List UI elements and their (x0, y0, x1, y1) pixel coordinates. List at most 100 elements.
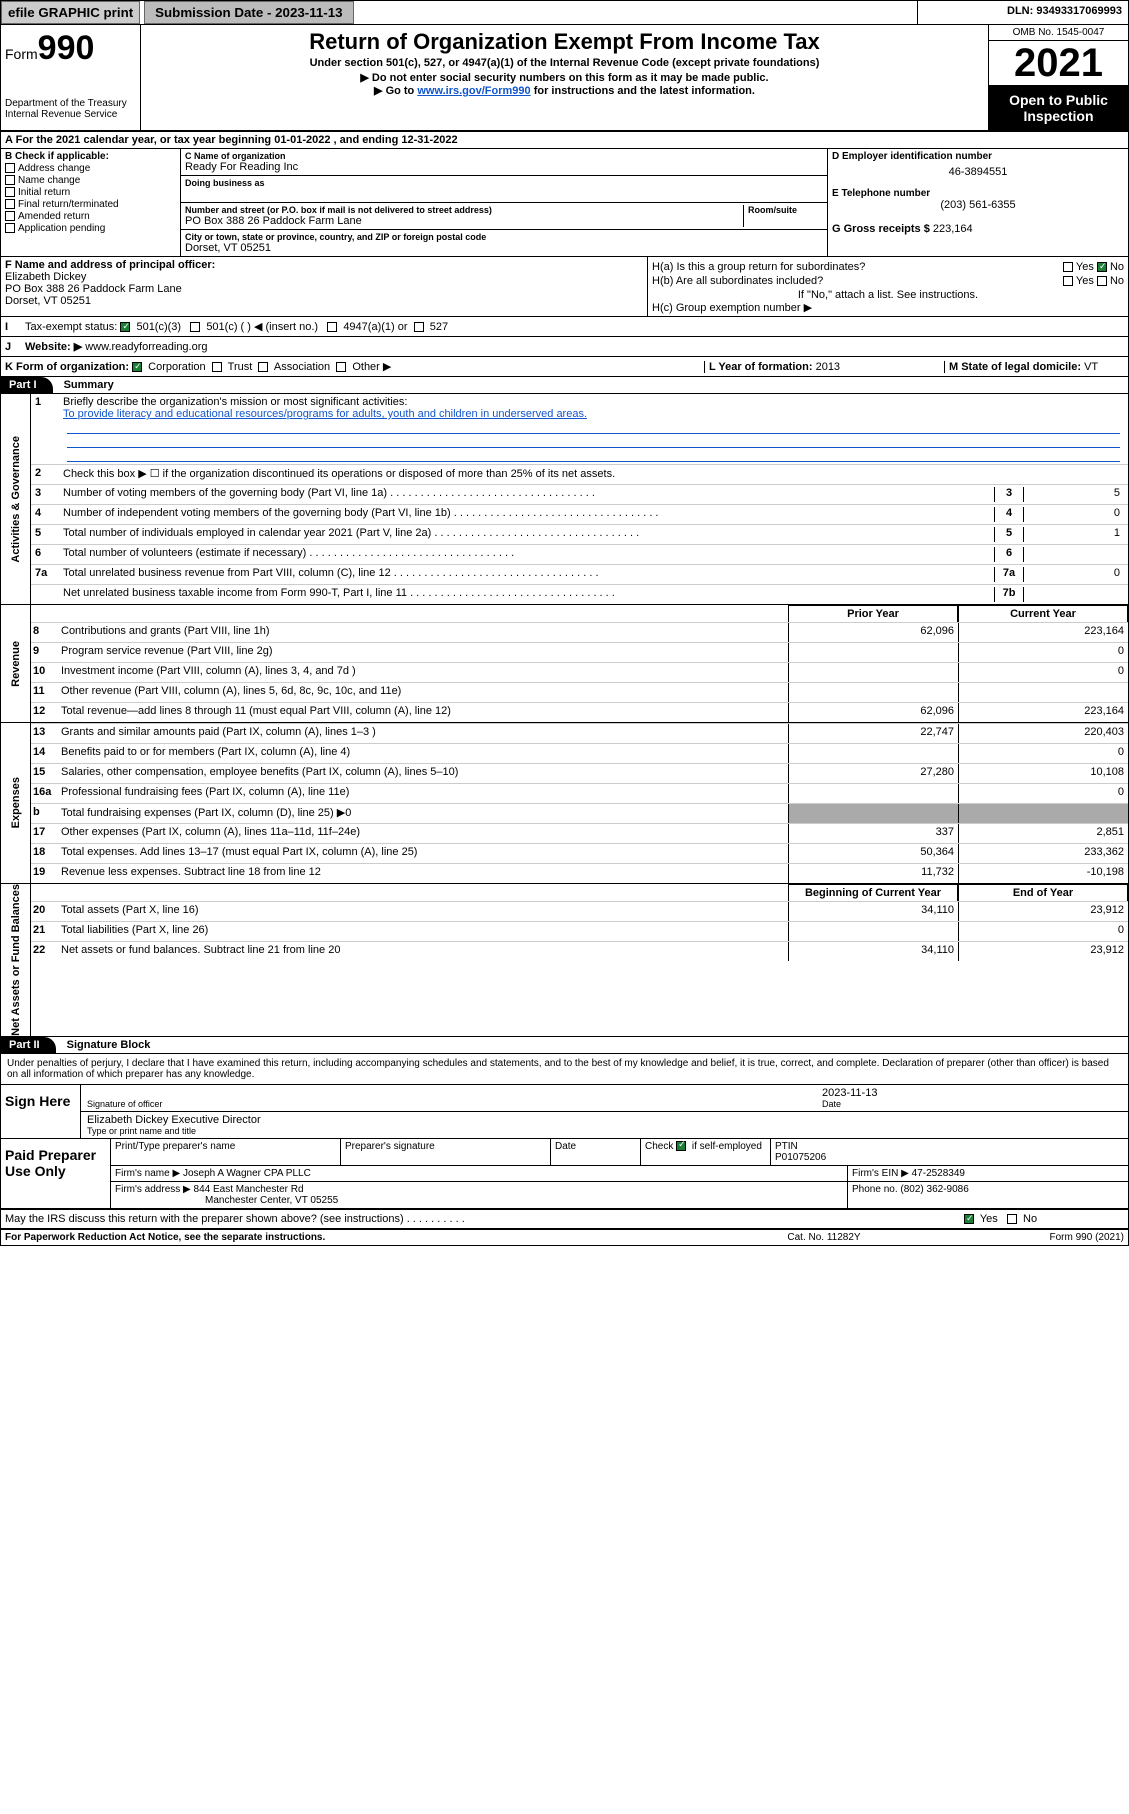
revenue-line: 9Program service revenue (Part VIII, lin… (31, 642, 1128, 662)
ptin: P01075206 (775, 1152, 826, 1163)
expense-line: 13Grants and similar amounts paid (Part … (31, 723, 1128, 743)
check-initial-return[interactable]: Initial return (5, 187, 176, 198)
prep-date-hdr: Date (551, 1139, 641, 1165)
org-name: Ready For Reading Inc (185, 161, 823, 173)
check-501c[interactable] (190, 322, 200, 332)
hb-no[interactable] (1097, 276, 1107, 286)
ha-label: H(a) Is this a group return for subordin… (652, 261, 865, 273)
netassets-line: 20Total assets (Part X, line 16)34,11023… (31, 901, 1128, 921)
sig-date-label: Date (822, 1099, 1122, 1109)
expense-line: 15Salaries, other compensation, employee… (31, 763, 1128, 783)
officer-sig-name: Elizabeth Dickey Executive Director (87, 1114, 1122, 1126)
check-corp[interactable] (132, 362, 142, 372)
hb-label: H(b) Are all subordinates included? (652, 275, 823, 287)
footer: For Paperwork Reduction Act Notice, see … (1, 1230, 1128, 1245)
firm-name: Joseph A Wagner CPA PLLC (183, 1168, 311, 1179)
subtitle-2: ▶ Do not enter social security numbers o… (145, 71, 984, 84)
check-527[interactable] (414, 322, 424, 332)
part-i-title: Summary (56, 377, 122, 393)
check-assoc[interactable] (258, 362, 268, 372)
tax-exempt-status: Tax-exempt status: 501(c)(3) 501(c) ( ) … (25, 320, 1124, 333)
ha-no[interactable] (1097, 262, 1107, 272)
officer-name: Elizabeth Dickey (5, 271, 86, 283)
officer-addr2: Dorset, VT 05251 (5, 295, 91, 307)
expense-line: 19Revenue less expenses. Subtract line 1… (31, 863, 1128, 883)
subtitle-3: ▶ Go to www.irs.gov/Form990 for instruct… (145, 84, 984, 97)
ein: 46-3894551 (832, 162, 1124, 182)
ha-yes[interactable] (1063, 262, 1073, 272)
ein-label: D Employer identification number (832, 151, 1124, 162)
subtitle-1: Under section 501(c), 527, or 4947(a)(1)… (145, 57, 984, 69)
line-k: K Form of organization: Corporation Trus… (5, 360, 704, 373)
officer-addr1: PO Box 388 26 Paddock Farm Lane (5, 283, 182, 295)
vtab-governance: Activities & Governance (1, 394, 31, 604)
expense-line: bTotal fundraising expenses (Part IX, co… (31, 803, 1128, 823)
sig-date: 2023-11-13 (822, 1087, 1122, 1099)
open-public: Open to Public Inspection (989, 86, 1128, 130)
form-title: Return of Organization Exempt From Incom… (145, 29, 984, 55)
expense-line: 14Benefits paid to or for members (Part … (31, 743, 1128, 763)
efile-print-button[interactable]: efile GRAPHIC print (1, 1, 140, 24)
vtab-expenses: Expenses (1, 723, 31, 883)
check-final-return[interactable]: Final return/terminated (5, 199, 176, 210)
phone: (203) 561-6355 (832, 199, 1124, 211)
discuss-yes[interactable] (964, 1214, 974, 1224)
prep-sig-hdr: Preparer's signature (341, 1139, 551, 1165)
check-self-employed[interactable] (676, 1141, 686, 1151)
form-label: Form (5, 46, 38, 62)
irs-link[interactable]: www.irs.gov/Form990 (417, 85, 530, 97)
room-label: Room/suite (748, 205, 823, 215)
hb-yes[interactable] (1063, 276, 1073, 286)
sig-officer-label: Signature of officer (87, 1099, 822, 1109)
paid-preparer-label: Paid Preparer Use Only (1, 1139, 111, 1208)
gross-receipts: 223,164 (933, 223, 973, 235)
check-trust[interactable] (212, 362, 222, 372)
hc-label: H(c) Group exemption number ▶ (652, 301, 1124, 314)
check-app-pending[interactable]: Application pending (5, 223, 176, 234)
discuss-no[interactable] (1007, 1214, 1017, 1224)
sig-name-label: Type or print name and title (87, 1126, 1122, 1136)
gross-receipts-label: G Gross receipts $ (832, 223, 930, 235)
gov-line: 4Number of independent voting members of… (31, 504, 1128, 524)
firm-ein: 47-2528349 (912, 1168, 965, 1179)
omb-number: OMB No. 1545-0047 (989, 25, 1128, 41)
dba-label: Doing business as (185, 178, 823, 188)
part-i-header: Part I (1, 377, 53, 393)
expense-line: 17Other expenses (Part IX, column (A), l… (31, 823, 1128, 843)
street-label: Number and street (or P.O. box if mail i… (185, 205, 743, 215)
netassets-line: 21Total liabilities (Part X, line 26)0 (31, 921, 1128, 941)
line-i-label: I (5, 321, 25, 333)
part-ii-title: Signature Block (59, 1037, 159, 1053)
gov-line: 5Total number of individuals employed in… (31, 524, 1128, 544)
org-name-label: C Name of organization (185, 151, 823, 161)
col-headers: Prior Year Current Year (31, 605, 1128, 622)
top-bar: efile GRAPHIC print Submission Date - 20… (1, 1, 1128, 25)
dln: DLN: 93493317069993 (918, 1, 1128, 24)
na-col-headers: Beginning of Current Year End of Year (31, 884, 1128, 901)
city: Dorset, VT 05251 (185, 242, 823, 254)
perjury-text: Under penalties of perjury, I declare th… (1, 1054, 1128, 1085)
submission-date-button[interactable]: Submission Date - 2023-11-13 (144, 1, 353, 24)
box-b: B Check if applicable: Address change Na… (1, 149, 181, 256)
sign-here-label: Sign Here (1, 1085, 81, 1138)
check-name-change[interactable]: Name change (5, 175, 176, 186)
check-501c3[interactable] (120, 322, 130, 332)
firm-addr2: Manchester Center, VT 05255 (115, 1195, 338, 1206)
spacer (354, 1, 918, 24)
firm-phone: (802) 362-9086 (900, 1184, 968, 1195)
tax-period: A For the 2021 calendar year, or tax yea… (1, 132, 1128, 149)
expense-line: 16aProfessional fundraising fees (Part I… (31, 783, 1128, 803)
vtab-netassets: Net Assets or Fund Balances (1, 884, 31, 1036)
officer-label: F Name and address of principal officer: (5, 259, 215, 271)
check-other[interactable] (336, 362, 346, 372)
revenue-line: 12Total revenue—add lines 8 through 11 (… (31, 702, 1128, 722)
city-label: City or town, state or province, country… (185, 232, 823, 242)
dept-treasury: Department of the Treasury (5, 98, 136, 109)
street: PO Box 388 26 Paddock Farm Lane (185, 215, 743, 227)
check-4947[interactable] (327, 322, 337, 332)
form-header: Form990 Department of the Treasury Inter… (1, 25, 1128, 132)
website: www.readyforreading.org (85, 341, 207, 353)
check-amended[interactable]: Amended return (5, 211, 176, 222)
gov-line: 6Total number of volunteers (estimate if… (31, 544, 1128, 564)
check-addr-change[interactable]: Address change (5, 163, 176, 174)
